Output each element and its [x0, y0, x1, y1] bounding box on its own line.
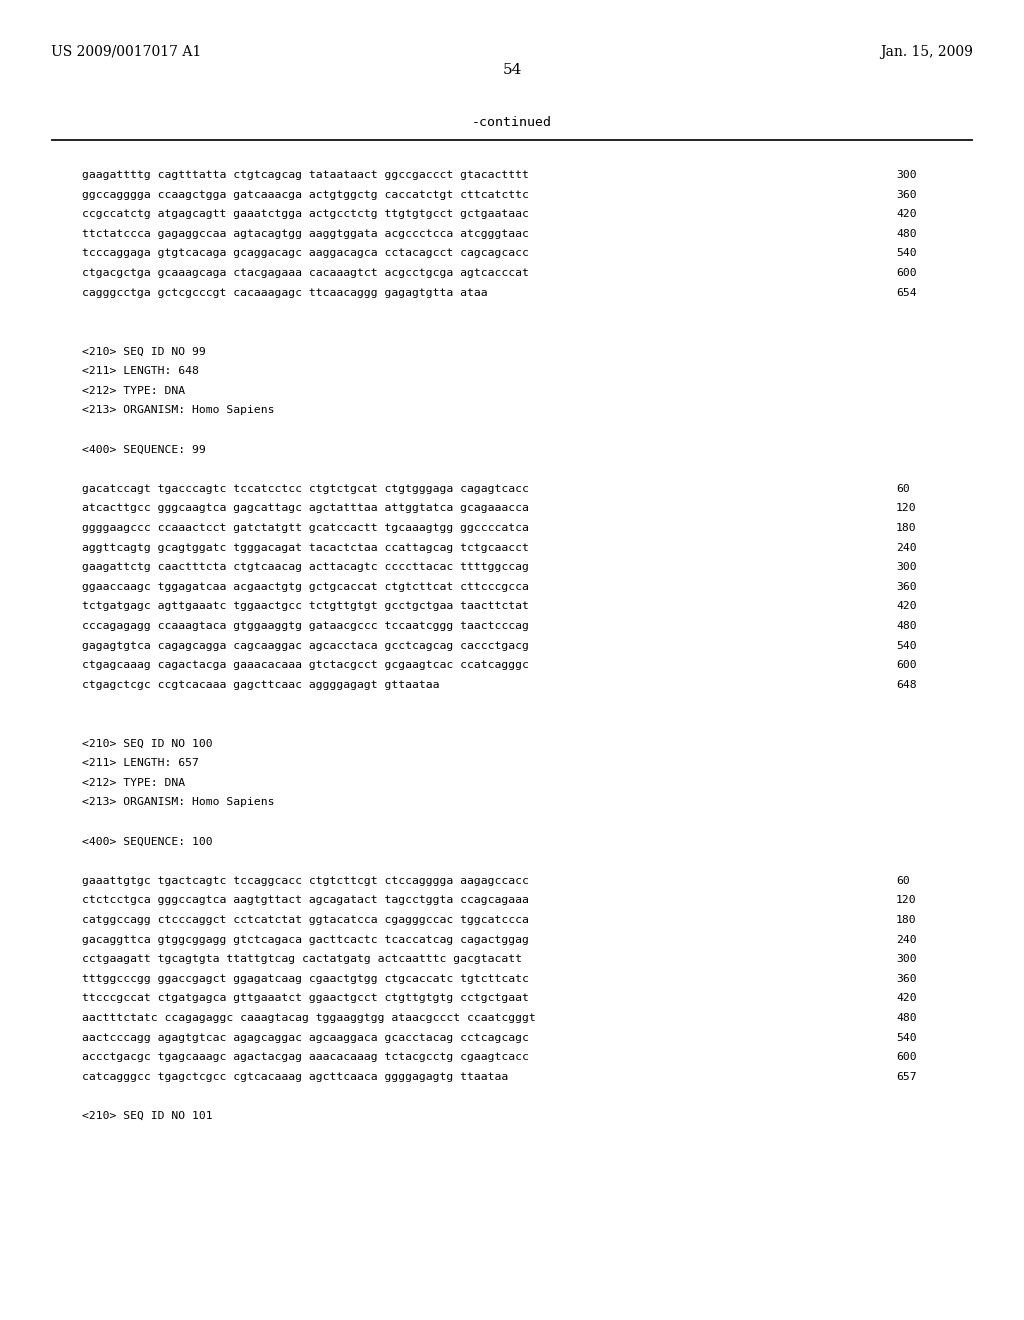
Text: tcccaggaga gtgtcacaga gcaggacagc aaggacagca cctacagcct cagcagcacc: tcccaggaga gtgtcacaga gcaggacagc aaggaca…	[82, 248, 528, 259]
Text: 300: 300	[896, 954, 916, 964]
Text: 540: 540	[896, 1032, 916, 1043]
Text: cccagagagg ccaaagtaca gtggaaggtg gataacgccc tccaatcggg taactcccag: cccagagagg ccaaagtaca gtggaaggtg gataacg…	[82, 620, 528, 631]
Text: tctgatgagc agttgaaatc tggaactgcc tctgttgtgt gcctgctgaa taacttctat: tctgatgagc agttgaaatc tggaactgcc tctgttg…	[82, 602, 528, 611]
Text: gacaggttca gtggcggagg gtctcagaca gacttcactc tcaccatcag cagactggag: gacaggttca gtggcggagg gtctcagaca gacttca…	[82, 935, 528, 945]
Text: catggccagg ctcccaggct cctcatctat ggtacatcca cgagggccac tggcatccca: catggccagg ctcccaggct cctcatctat ggtacat…	[82, 915, 528, 925]
Text: gaagattttg cagtttatta ctgtcagcag tataataact ggccgaccct gtacactttt: gaagattttg cagtttatta ctgtcagcag tataata…	[82, 170, 528, 180]
Text: 360: 360	[896, 190, 916, 199]
Text: 240: 240	[896, 935, 916, 945]
Text: 180: 180	[896, 915, 916, 925]
Text: ctgacgctga gcaaagcaga ctacgagaaa cacaaagtct acgcctgcga agtcacccat: ctgacgctga gcaaagcaga ctacgagaaa cacaaag…	[82, 268, 528, 279]
Text: 648: 648	[896, 680, 916, 690]
Text: 600: 600	[896, 268, 916, 279]
Text: ggccagggga ccaagctgga gatcaaacga actgtggctg caccatctgt cttcatcttc: ggccagggga ccaagctgga gatcaaacga actgtgg…	[82, 190, 528, 199]
Text: ggaaccaagc tggagatcaa acgaactgtg gctgcaccat ctgtcttcat cttcccgcca: ggaaccaagc tggagatcaa acgaactgtg gctgcac…	[82, 582, 528, 591]
Text: 360: 360	[896, 582, 916, 591]
Text: -continued: -continued	[472, 116, 552, 129]
Text: 120: 120	[896, 895, 916, 906]
Text: catcagggcc tgagctcgcc cgtcacaaag agcttcaaca ggggagagtg ttaataa: catcagggcc tgagctcgcc cgtcacaaag agcttca…	[82, 1072, 508, 1082]
Text: 480: 480	[896, 1012, 916, 1023]
Text: 654: 654	[896, 288, 916, 298]
Text: <211> LENGTH: 648: <211> LENGTH: 648	[82, 366, 199, 376]
Text: 300: 300	[896, 562, 916, 572]
Text: gagagtgtca cagagcagga cagcaaggac agcacctaca gcctcagcag caccctgacg: gagagtgtca cagagcagga cagcaaggac agcacct…	[82, 640, 528, 651]
Text: 480: 480	[896, 228, 916, 239]
Text: ttcccgccat ctgatgagca gttgaaatct ggaactgcct ctgttgtgtg cctgctgaat: ttcccgccat ctgatgagca gttgaaatct ggaactg…	[82, 994, 528, 1003]
Text: ctgagctcgc ccgtcacaaa gagcttcaac aggggagagt gttaataa: ctgagctcgc ccgtcacaaa gagcttcaac aggggag…	[82, 680, 439, 690]
Text: 600: 600	[896, 660, 916, 671]
Text: <210> SEQ ID NO 100: <210> SEQ ID NO 100	[82, 739, 213, 748]
Text: 420: 420	[896, 602, 916, 611]
Text: <211> LENGTH: 657: <211> LENGTH: 657	[82, 758, 199, 768]
Text: accctgacgc tgagcaaagc agactacgag aaacacaaag tctacgcctg cgaagtcacc: accctgacgc tgagcaaagc agactacgag aaacaca…	[82, 1052, 528, 1063]
Text: <400> SEQUENCE: 99: <400> SEQUENCE: 99	[82, 445, 206, 454]
Text: gacatccagt tgacccagtc tccatcctcc ctgtctgcat ctgtgggaga cagagtcacc: gacatccagt tgacccagtc tccatcctcc ctgtctg…	[82, 483, 528, 494]
Text: <210> SEQ ID NO 99: <210> SEQ ID NO 99	[82, 347, 206, 356]
Text: 657: 657	[896, 1072, 916, 1082]
Text: <210> SEQ ID NO 101: <210> SEQ ID NO 101	[82, 1111, 213, 1121]
Text: 540: 540	[896, 248, 916, 259]
Text: 240: 240	[896, 543, 916, 553]
Text: <400> SEQUENCE: 100: <400> SEQUENCE: 100	[82, 837, 213, 846]
Text: atcacttgcc gggcaagtca gagcattagc agctatttaa attggtatca gcagaaacca: atcacttgcc gggcaagtca gagcattagc agctatt…	[82, 503, 528, 513]
Text: 180: 180	[896, 523, 916, 533]
Text: 54: 54	[503, 63, 521, 78]
Text: US 2009/0017017 A1: US 2009/0017017 A1	[51, 45, 202, 59]
Text: gaagattctg caactttcta ctgtcaacag acttacagtc ccccttacac ttttggccag: gaagattctg caactttcta ctgtcaacag acttaca…	[82, 562, 528, 572]
Text: <212> TYPE: DNA: <212> TYPE: DNA	[82, 385, 185, 396]
Text: aactttctatc ccagagaggc caaagtacag tggaaggtgg ataacgccct ccaatcgggt: aactttctatc ccagagaggc caaagtacag tggaag…	[82, 1012, 536, 1023]
Text: 480: 480	[896, 620, 916, 631]
Text: aggttcagtg gcagtggatc tgggacagat tacactctaa ccattagcag tctgcaacct: aggttcagtg gcagtggatc tgggacagat tacactc…	[82, 543, 528, 553]
Text: 300: 300	[896, 170, 916, 180]
Text: 420: 420	[896, 994, 916, 1003]
Text: <212> TYPE: DNA: <212> TYPE: DNA	[82, 777, 185, 788]
Text: <213> ORGANISM: Homo Sapiens: <213> ORGANISM: Homo Sapiens	[82, 797, 274, 808]
Text: 420: 420	[896, 210, 916, 219]
Text: 60: 60	[896, 483, 909, 494]
Text: cagggcctga gctcgcccgt cacaaagagc ttcaacaggg gagagtgtta ataa: cagggcctga gctcgcccgt cacaaagagc ttcaaca…	[82, 288, 487, 298]
Text: gaaattgtgc tgactcagtc tccaggcacc ctgtcttcgt ctccagggga aagagccacc: gaaattgtgc tgactcagtc tccaggcacc ctgtctt…	[82, 875, 528, 886]
Text: ctctcctgca gggccagtca aagtgttact agcagatact tagcctggta ccagcagaaa: ctctcctgca gggccagtca aagtgttact agcagat…	[82, 895, 528, 906]
Text: 120: 120	[896, 503, 916, 513]
Text: aactcccagg agagtgtcac agagcaggac agcaaggaca gcacctacag cctcagcagc: aactcccagg agagtgtcac agagcaggac agcaagg…	[82, 1032, 528, 1043]
Text: ttctatccca gagaggccaa agtacagtgg aaggtggata acgccctcca atcgggtaac: ttctatccca gagaggccaa agtacagtgg aaggtgg…	[82, 228, 528, 239]
Text: 540: 540	[896, 640, 916, 651]
Text: 60: 60	[896, 875, 909, 886]
Text: tttggcccgg ggaccgagct ggagatcaag cgaactgtgg ctgcaccatc tgtcttcatc: tttggcccgg ggaccgagct ggagatcaag cgaactg…	[82, 974, 528, 983]
Text: 600: 600	[896, 1052, 916, 1063]
Text: 360: 360	[896, 974, 916, 983]
Text: ccgccatctg atgagcagtt gaaatctgga actgcctctg ttgtgtgcct gctgaataac: ccgccatctg atgagcagtt gaaatctgga actgcct…	[82, 210, 528, 219]
Text: Jan. 15, 2009: Jan. 15, 2009	[880, 45, 973, 59]
Text: ctgagcaaag cagactacga gaaacacaaa gtctacgcct gcgaagtcac ccatcagggc: ctgagcaaag cagactacga gaaacacaaa gtctacg…	[82, 660, 528, 671]
Text: ggggaagccc ccaaactcct gatctatgtt gcatccactt tgcaaagtgg ggccccatca: ggggaagccc ccaaactcct gatctatgtt gcatcca…	[82, 523, 528, 533]
Text: <213> ORGANISM: Homo Sapiens: <213> ORGANISM: Homo Sapiens	[82, 405, 274, 416]
Text: cctgaagatt tgcagtgta ttattgtcag cactatgatg actcaatttc gacgtacatt: cctgaagatt tgcagtgta ttattgtcag cactatga…	[82, 954, 522, 964]
